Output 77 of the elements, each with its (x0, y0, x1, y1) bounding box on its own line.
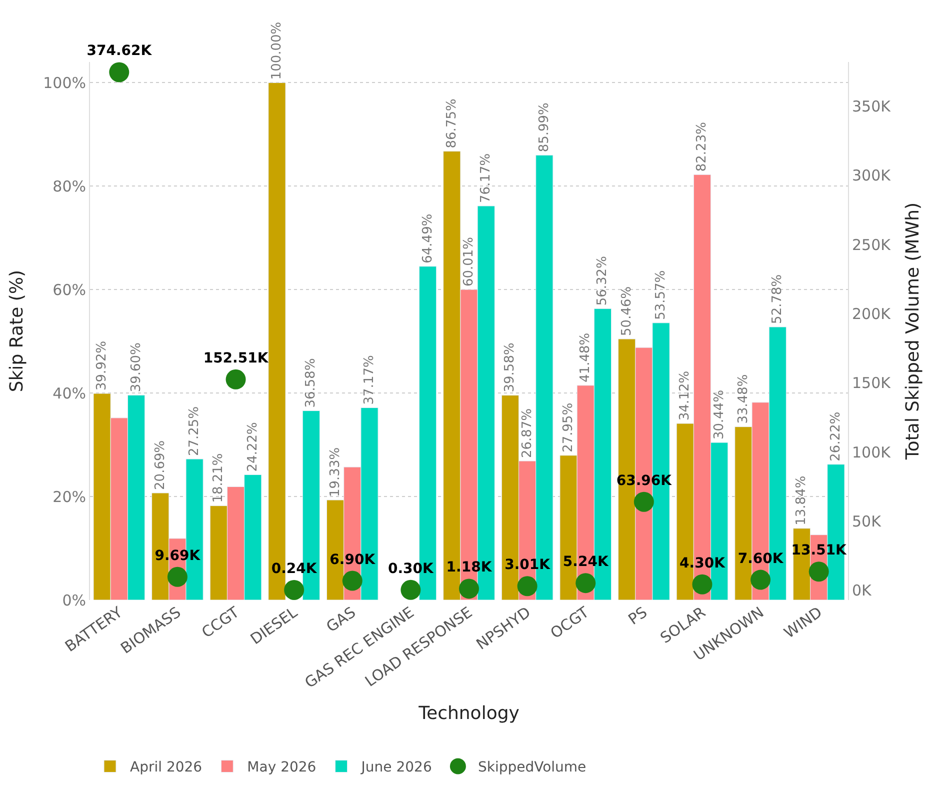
point (167, 566, 188, 587)
y2-tick-label: 100K (852, 443, 892, 462)
data-label: 5.24K (562, 554, 610, 570)
data-label: 9.69K (154, 548, 202, 564)
legend-label: April 2026 (130, 760, 202, 776)
legend-label: June 2026 (360, 760, 432, 776)
legend-label: SkippedVolume (478, 760, 586, 776)
data-label: 85.99% (536, 102, 552, 152)
x-axis-title: Technology (418, 702, 520, 724)
data-label: 374.62K (86, 43, 153, 60)
y-axis-title: Skip Rate (%) (6, 270, 28, 392)
data-label: 27.95% (561, 402, 576, 452)
data-label: 152.51K (203, 350, 270, 366)
point (576, 573, 596, 594)
data-label: 13.51K (791, 542, 848, 559)
data-label: 39.60% (128, 342, 144, 392)
point (226, 369, 246, 390)
y-tick-label: 60% (52, 280, 86, 299)
data-label: 86.75% (444, 98, 460, 148)
data-label: 64.49% (420, 214, 436, 264)
data-label: 1.18K (446, 560, 493, 576)
legend-label: May 2026 (247, 760, 316, 776)
y2-tick-label: 350K (852, 98, 892, 116)
data-label: 6.90K (330, 552, 376, 568)
x-tick-label: PS (624, 603, 651, 629)
y2-tick-label: 200K (852, 304, 892, 323)
point (517, 576, 538, 596)
data-label: 39.58% (502, 342, 518, 392)
y-tick-label: 20% (52, 488, 86, 506)
data-label: 13.84% (794, 476, 810, 526)
data-label: 37.17% (362, 355, 377, 405)
y2-tick-label: 300K (852, 166, 892, 185)
point (634, 492, 654, 512)
point (692, 574, 712, 594)
y-tick-label: 40% (52, 384, 86, 402)
point (342, 570, 362, 591)
data-label: 18.21% (211, 453, 226, 503)
data-label: 39.92% (94, 340, 110, 390)
data-label: 60.01% (462, 236, 476, 287)
data-label: 76.17% (478, 153, 494, 203)
data-label: 19.33% (328, 447, 343, 497)
data-label: 0.24K (271, 560, 318, 577)
data-label: 20.69% (152, 440, 168, 490)
y-tick-label: 100% (43, 74, 86, 92)
point (400, 580, 421, 600)
data-label: 33.48% (736, 374, 751, 424)
y2-tick-label: 50K (852, 512, 882, 530)
x-tick-label: GAS (322, 603, 359, 636)
data-label: 50.46% (619, 286, 634, 336)
data-label: 41.48% (578, 332, 594, 382)
data-label: 36.58% (304, 358, 319, 408)
data-label: 100.00% (269, 22, 284, 80)
y2-tick-label: 150K (852, 374, 892, 392)
data-label: 30.44% (712, 390, 727, 440)
data-label: 52.78% (770, 274, 786, 324)
point (459, 578, 479, 599)
point (750, 570, 771, 590)
data-label: 82.23% (694, 122, 710, 172)
data-label: 56.32% (595, 256, 610, 306)
y2-axis-title: Total Skipped Volume (MWh) (902, 202, 924, 461)
point (109, 62, 130, 82)
data-label: 3.01K (504, 557, 552, 574)
data-label: 26.22% (828, 412, 844, 462)
data-label: 34.12% (678, 370, 693, 420)
data-label: 24.22% (245, 422, 260, 472)
y-tick-label: 80% (52, 177, 86, 196)
y2-tick-label: 250K (852, 236, 892, 254)
data-label: 7.60K (738, 550, 784, 567)
y-tick-label: 0% (62, 591, 86, 610)
data-label: 4.30K (680, 555, 726, 572)
y2-tick-label: 0K (852, 582, 873, 600)
point (808, 562, 829, 582)
data-label: 27.25% (187, 406, 202, 456)
point (284, 580, 304, 600)
data-label: 63.96K (616, 472, 673, 489)
data-label: 53.57% (654, 270, 669, 320)
data-label: 26.87% (520, 408, 535, 458)
